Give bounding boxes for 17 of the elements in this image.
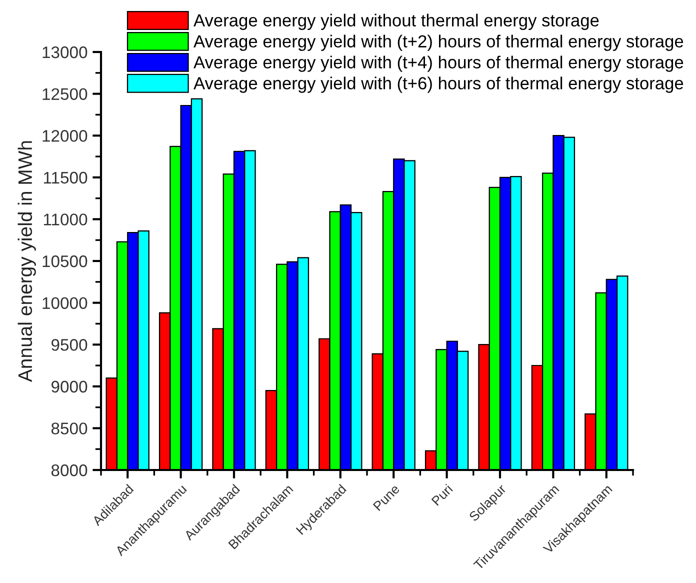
y-tick-label: 11500 — [44, 172, 88, 184]
y-tick-label: 10500 — [42, 255, 88, 268]
legend-label: Average energy yield with (t+6) hours of thermal energy storage — [194, 76, 684, 93]
legend-label: Average energy yield with (t+4) hours of thermal energy storage — [194, 56, 684, 72]
y-tick-label: 9500 — [52, 339, 88, 351]
legend-label: Average energy yield with (t+2) hours of thermal energy storage — [194, 34, 684, 51]
legend-label: Average energy yield without thermal energy storage — [194, 14, 599, 30]
y-tick-label: 12500 — [42, 88, 88, 100]
y-tick-label: 11000 — [44, 214, 88, 226]
y-tick-label: 13000 — [42, 46, 88, 58]
y-axis-title: Annual energy yield in MWh — [18, 141, 36, 382]
y-tick-label: 8500 — [51, 422, 88, 434]
y-tick-label: 8000 — [51, 464, 88, 476]
y-tick-label: 12000 — [42, 130, 88, 142]
y-tick-label: 10000 — [42, 297, 88, 310]
y-tick-label: 9000 — [52, 380, 88, 393]
x-tick-label: Puri — [430, 484, 454, 506]
